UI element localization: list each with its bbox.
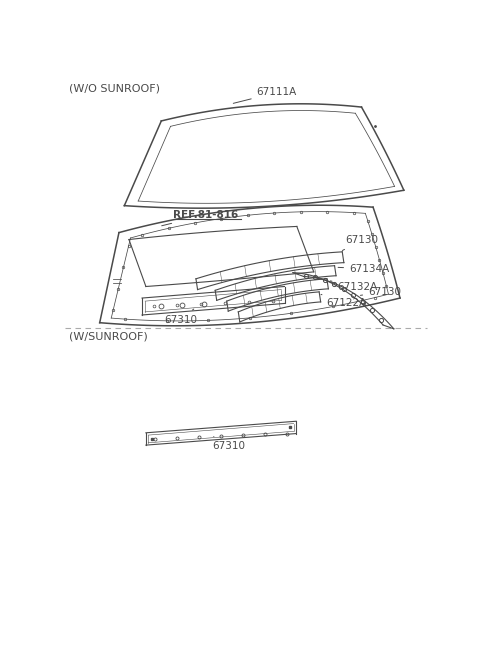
Text: 67132A: 67132A xyxy=(330,281,378,291)
Text: (W/O SUNROOF): (W/O SUNROOF) xyxy=(69,84,160,94)
Text: 67130: 67130 xyxy=(360,287,401,297)
Text: 67310: 67310 xyxy=(213,436,246,451)
Text: REF.81-816: REF.81-816 xyxy=(162,210,239,226)
Text: (W/SUNROOF): (W/SUNROOF) xyxy=(69,331,148,341)
Text: 67122A: 67122A xyxy=(321,294,366,309)
Text: 67111A: 67111A xyxy=(233,88,297,103)
Text: 67310: 67310 xyxy=(164,309,197,325)
Text: 67130: 67130 xyxy=(342,235,378,251)
Text: 67134A: 67134A xyxy=(338,264,389,274)
